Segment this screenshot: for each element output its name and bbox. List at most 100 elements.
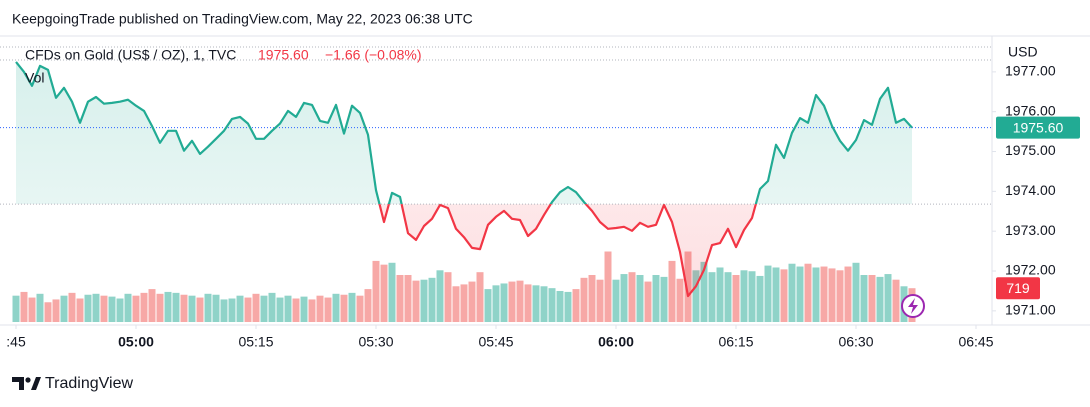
x-tick-label: 06:15 xyxy=(718,334,753,350)
volume-bar xyxy=(84,294,92,322)
volume-bar xyxy=(108,296,116,322)
volume-bar xyxy=(572,289,580,322)
x-tick-label: 05:00 xyxy=(118,334,154,350)
volume-bar xyxy=(508,281,516,322)
volume-bar xyxy=(604,251,612,322)
header-price: 1975.60 xyxy=(258,47,309,63)
header-change: −1.66 (−0.08%) xyxy=(325,47,422,63)
volume-bar xyxy=(796,266,804,322)
volume-bar xyxy=(564,291,572,322)
volume-bar xyxy=(580,277,588,322)
volume-bar xyxy=(644,281,652,322)
volume-bar xyxy=(212,294,220,322)
area-fill-up xyxy=(16,61,912,205)
volume-bar xyxy=(860,275,868,322)
volume-bar xyxy=(548,288,556,322)
volume-bar xyxy=(132,295,140,322)
y-tick-label: 1972.00 xyxy=(1005,262,1056,278)
volume-bar xyxy=(740,270,748,322)
volume-bar xyxy=(140,292,148,322)
volume-bar xyxy=(460,284,468,322)
volume-bar xyxy=(52,299,60,322)
brand: TradingView xyxy=(45,375,133,392)
volume-bar xyxy=(532,285,540,322)
volume-bar xyxy=(812,267,820,322)
volume-bar xyxy=(44,302,52,322)
volume-bar xyxy=(260,295,268,322)
area-fill-down xyxy=(16,204,912,297)
volume-bar xyxy=(692,270,700,322)
volume-bar xyxy=(292,298,300,322)
volume-bar xyxy=(828,268,836,322)
volume-bar xyxy=(20,291,28,322)
x-tick-label: 05:30 xyxy=(358,334,393,350)
volume-bar xyxy=(308,299,316,322)
volume-bar xyxy=(628,272,636,322)
volume-bar xyxy=(204,293,212,322)
volume-bar xyxy=(484,289,492,322)
volume-bar xyxy=(300,296,308,322)
volume-bar xyxy=(188,295,196,322)
volume-bar xyxy=(388,262,396,322)
x-tick-label: 06:45 xyxy=(958,334,993,350)
y-tick-label: 1976.00 xyxy=(1005,102,1056,118)
volume-bar xyxy=(172,292,180,322)
volume-bar xyxy=(892,279,900,322)
volume-bar xyxy=(668,260,676,322)
volume-bar xyxy=(756,275,764,322)
volume-bar xyxy=(76,298,84,322)
volume-bar xyxy=(124,293,132,322)
y-tick-label: 1973.00 xyxy=(1005,222,1056,238)
alert-icon[interactable] xyxy=(901,294,925,318)
volume-bar xyxy=(708,272,716,322)
volume-bar xyxy=(252,293,260,322)
y-tick-label: 1971.00 xyxy=(1005,302,1056,318)
symbol-title: CFDs on Gold (US$ / OZ), 1, TVC xyxy=(25,47,236,63)
volume-bar xyxy=(348,292,356,322)
volume-bar xyxy=(820,266,828,322)
volume-bar xyxy=(36,293,44,322)
x-tick-label: 06:30 xyxy=(838,334,873,350)
volume-bar xyxy=(556,290,564,322)
volume-bar xyxy=(444,272,452,322)
volume-title: Vol xyxy=(25,70,44,86)
volume-bar xyxy=(28,297,36,322)
volume-bar xyxy=(596,279,604,322)
x-tick-label: :45 xyxy=(6,334,26,350)
volume-bar xyxy=(500,283,508,322)
last-volume-box xyxy=(996,277,1040,300)
x-tick-label: 05:15 xyxy=(238,334,273,350)
volume-bar xyxy=(716,267,724,322)
volume-bar xyxy=(268,292,276,322)
volume-bar xyxy=(732,275,740,322)
volume-bar xyxy=(100,295,108,322)
publisher: KeepgoingTrade published on TradingView.… xyxy=(12,11,473,27)
volume-bar xyxy=(276,297,284,322)
y-tick-label: 1977.00 xyxy=(1005,63,1056,79)
volume-bar xyxy=(12,295,20,322)
price-line-down xyxy=(378,204,757,298)
volume-bar xyxy=(332,293,340,322)
volume-bar xyxy=(516,280,524,322)
volume-bar xyxy=(164,291,172,322)
volume-bar xyxy=(340,294,348,322)
volume-bar xyxy=(844,266,852,322)
volume-bar xyxy=(852,262,860,322)
volume-bar xyxy=(196,297,204,322)
volume-bar xyxy=(588,275,596,322)
y-tick-label: 1975.00 xyxy=(1005,142,1056,158)
volume-bar xyxy=(356,295,364,322)
volume-bar xyxy=(228,298,236,322)
volume-bar xyxy=(660,276,668,322)
volume-bar xyxy=(436,270,444,322)
volume-bar xyxy=(324,297,332,322)
volume-bar xyxy=(372,260,380,322)
volume-bar xyxy=(404,275,412,322)
volume-bar xyxy=(420,279,428,322)
volume-bar xyxy=(540,286,548,322)
volume-bar xyxy=(452,286,460,322)
volume-bar xyxy=(236,295,244,322)
brand-logo xyxy=(12,377,41,390)
last-price-box xyxy=(996,116,1080,139)
